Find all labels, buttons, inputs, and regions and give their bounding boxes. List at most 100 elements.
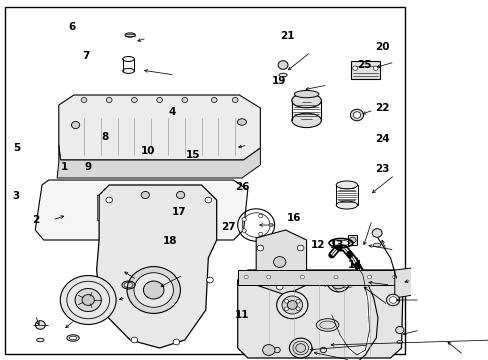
Text: 26: 26 xyxy=(235,182,249,192)
Text: 6: 6 xyxy=(68,22,75,32)
Text: 20: 20 xyxy=(374,42,388,52)
Ellipse shape xyxy=(326,272,349,292)
Circle shape xyxy=(242,229,246,233)
Text: 1: 1 xyxy=(61,162,68,172)
Ellipse shape xyxy=(67,335,79,341)
Circle shape xyxy=(349,237,355,243)
Ellipse shape xyxy=(69,336,77,340)
Circle shape xyxy=(257,245,263,251)
Circle shape xyxy=(141,192,149,199)
Ellipse shape xyxy=(336,201,357,209)
Circle shape xyxy=(284,300,288,303)
Circle shape xyxy=(273,257,285,267)
Circle shape xyxy=(284,307,288,311)
Ellipse shape xyxy=(122,68,134,73)
Circle shape xyxy=(295,300,300,303)
Text: 11: 11 xyxy=(235,310,249,320)
Circle shape xyxy=(71,121,80,129)
Circle shape xyxy=(392,275,396,279)
Circle shape xyxy=(268,223,272,227)
Circle shape xyxy=(266,275,270,279)
Circle shape xyxy=(300,275,304,279)
Circle shape xyxy=(173,339,179,345)
FancyBboxPatch shape xyxy=(347,235,357,246)
Text: 9: 9 xyxy=(84,162,92,172)
Circle shape xyxy=(82,294,94,305)
Circle shape xyxy=(278,61,287,69)
Text: 13: 13 xyxy=(329,240,344,250)
Polygon shape xyxy=(237,270,402,358)
Circle shape xyxy=(258,214,262,218)
Circle shape xyxy=(176,192,184,199)
Circle shape xyxy=(388,297,396,303)
Polygon shape xyxy=(155,195,201,220)
Text: 10: 10 xyxy=(141,146,155,156)
Ellipse shape xyxy=(294,90,318,98)
Circle shape xyxy=(106,98,112,103)
Circle shape xyxy=(143,281,163,299)
Text: 21: 21 xyxy=(280,31,294,41)
Circle shape xyxy=(204,197,211,203)
Ellipse shape xyxy=(396,341,402,343)
Polygon shape xyxy=(237,270,402,285)
Polygon shape xyxy=(97,195,138,220)
Ellipse shape xyxy=(125,33,135,37)
Ellipse shape xyxy=(316,319,338,331)
Circle shape xyxy=(134,273,173,307)
Circle shape xyxy=(386,294,399,306)
Circle shape xyxy=(333,275,337,279)
Ellipse shape xyxy=(122,57,134,62)
Text: 23: 23 xyxy=(374,164,388,174)
Circle shape xyxy=(206,277,213,283)
Circle shape xyxy=(350,109,363,121)
Circle shape xyxy=(242,217,246,221)
Text: 25: 25 xyxy=(357,60,371,70)
Polygon shape xyxy=(256,230,306,295)
Circle shape xyxy=(156,98,162,103)
Circle shape xyxy=(127,267,180,314)
Text: 24: 24 xyxy=(374,134,388,144)
Circle shape xyxy=(131,337,138,343)
Text: 19: 19 xyxy=(271,76,286,86)
Circle shape xyxy=(244,275,247,279)
Ellipse shape xyxy=(336,181,357,189)
Circle shape xyxy=(297,245,304,251)
Circle shape xyxy=(211,98,217,103)
FancyBboxPatch shape xyxy=(350,61,379,78)
Circle shape xyxy=(75,288,101,311)
Circle shape xyxy=(282,296,302,314)
Circle shape xyxy=(395,327,403,334)
Circle shape xyxy=(60,275,116,324)
Text: 14: 14 xyxy=(347,260,362,270)
Ellipse shape xyxy=(373,243,380,247)
Ellipse shape xyxy=(37,338,44,342)
Polygon shape xyxy=(35,180,247,240)
Circle shape xyxy=(287,301,297,309)
Ellipse shape xyxy=(289,338,311,358)
Text: 4: 4 xyxy=(168,107,176,117)
Text: 16: 16 xyxy=(286,213,300,223)
Circle shape xyxy=(182,98,187,103)
Text: 15: 15 xyxy=(185,150,200,160)
Polygon shape xyxy=(59,95,260,160)
Circle shape xyxy=(276,291,307,319)
Circle shape xyxy=(81,98,87,103)
Ellipse shape xyxy=(278,73,286,77)
Circle shape xyxy=(371,229,381,237)
Circle shape xyxy=(295,344,305,352)
Text: 18: 18 xyxy=(163,236,177,246)
Text: 7: 7 xyxy=(82,51,90,61)
Circle shape xyxy=(352,66,357,70)
Text: 2: 2 xyxy=(33,215,40,225)
Ellipse shape xyxy=(291,93,321,108)
Polygon shape xyxy=(57,145,260,178)
Circle shape xyxy=(276,284,283,290)
Circle shape xyxy=(295,307,300,311)
Circle shape xyxy=(131,98,137,103)
Circle shape xyxy=(352,112,360,118)
Circle shape xyxy=(258,232,262,236)
Text: 12: 12 xyxy=(310,240,325,250)
Text: 3: 3 xyxy=(12,191,19,201)
Circle shape xyxy=(106,197,112,203)
Text: 8: 8 xyxy=(101,132,108,142)
